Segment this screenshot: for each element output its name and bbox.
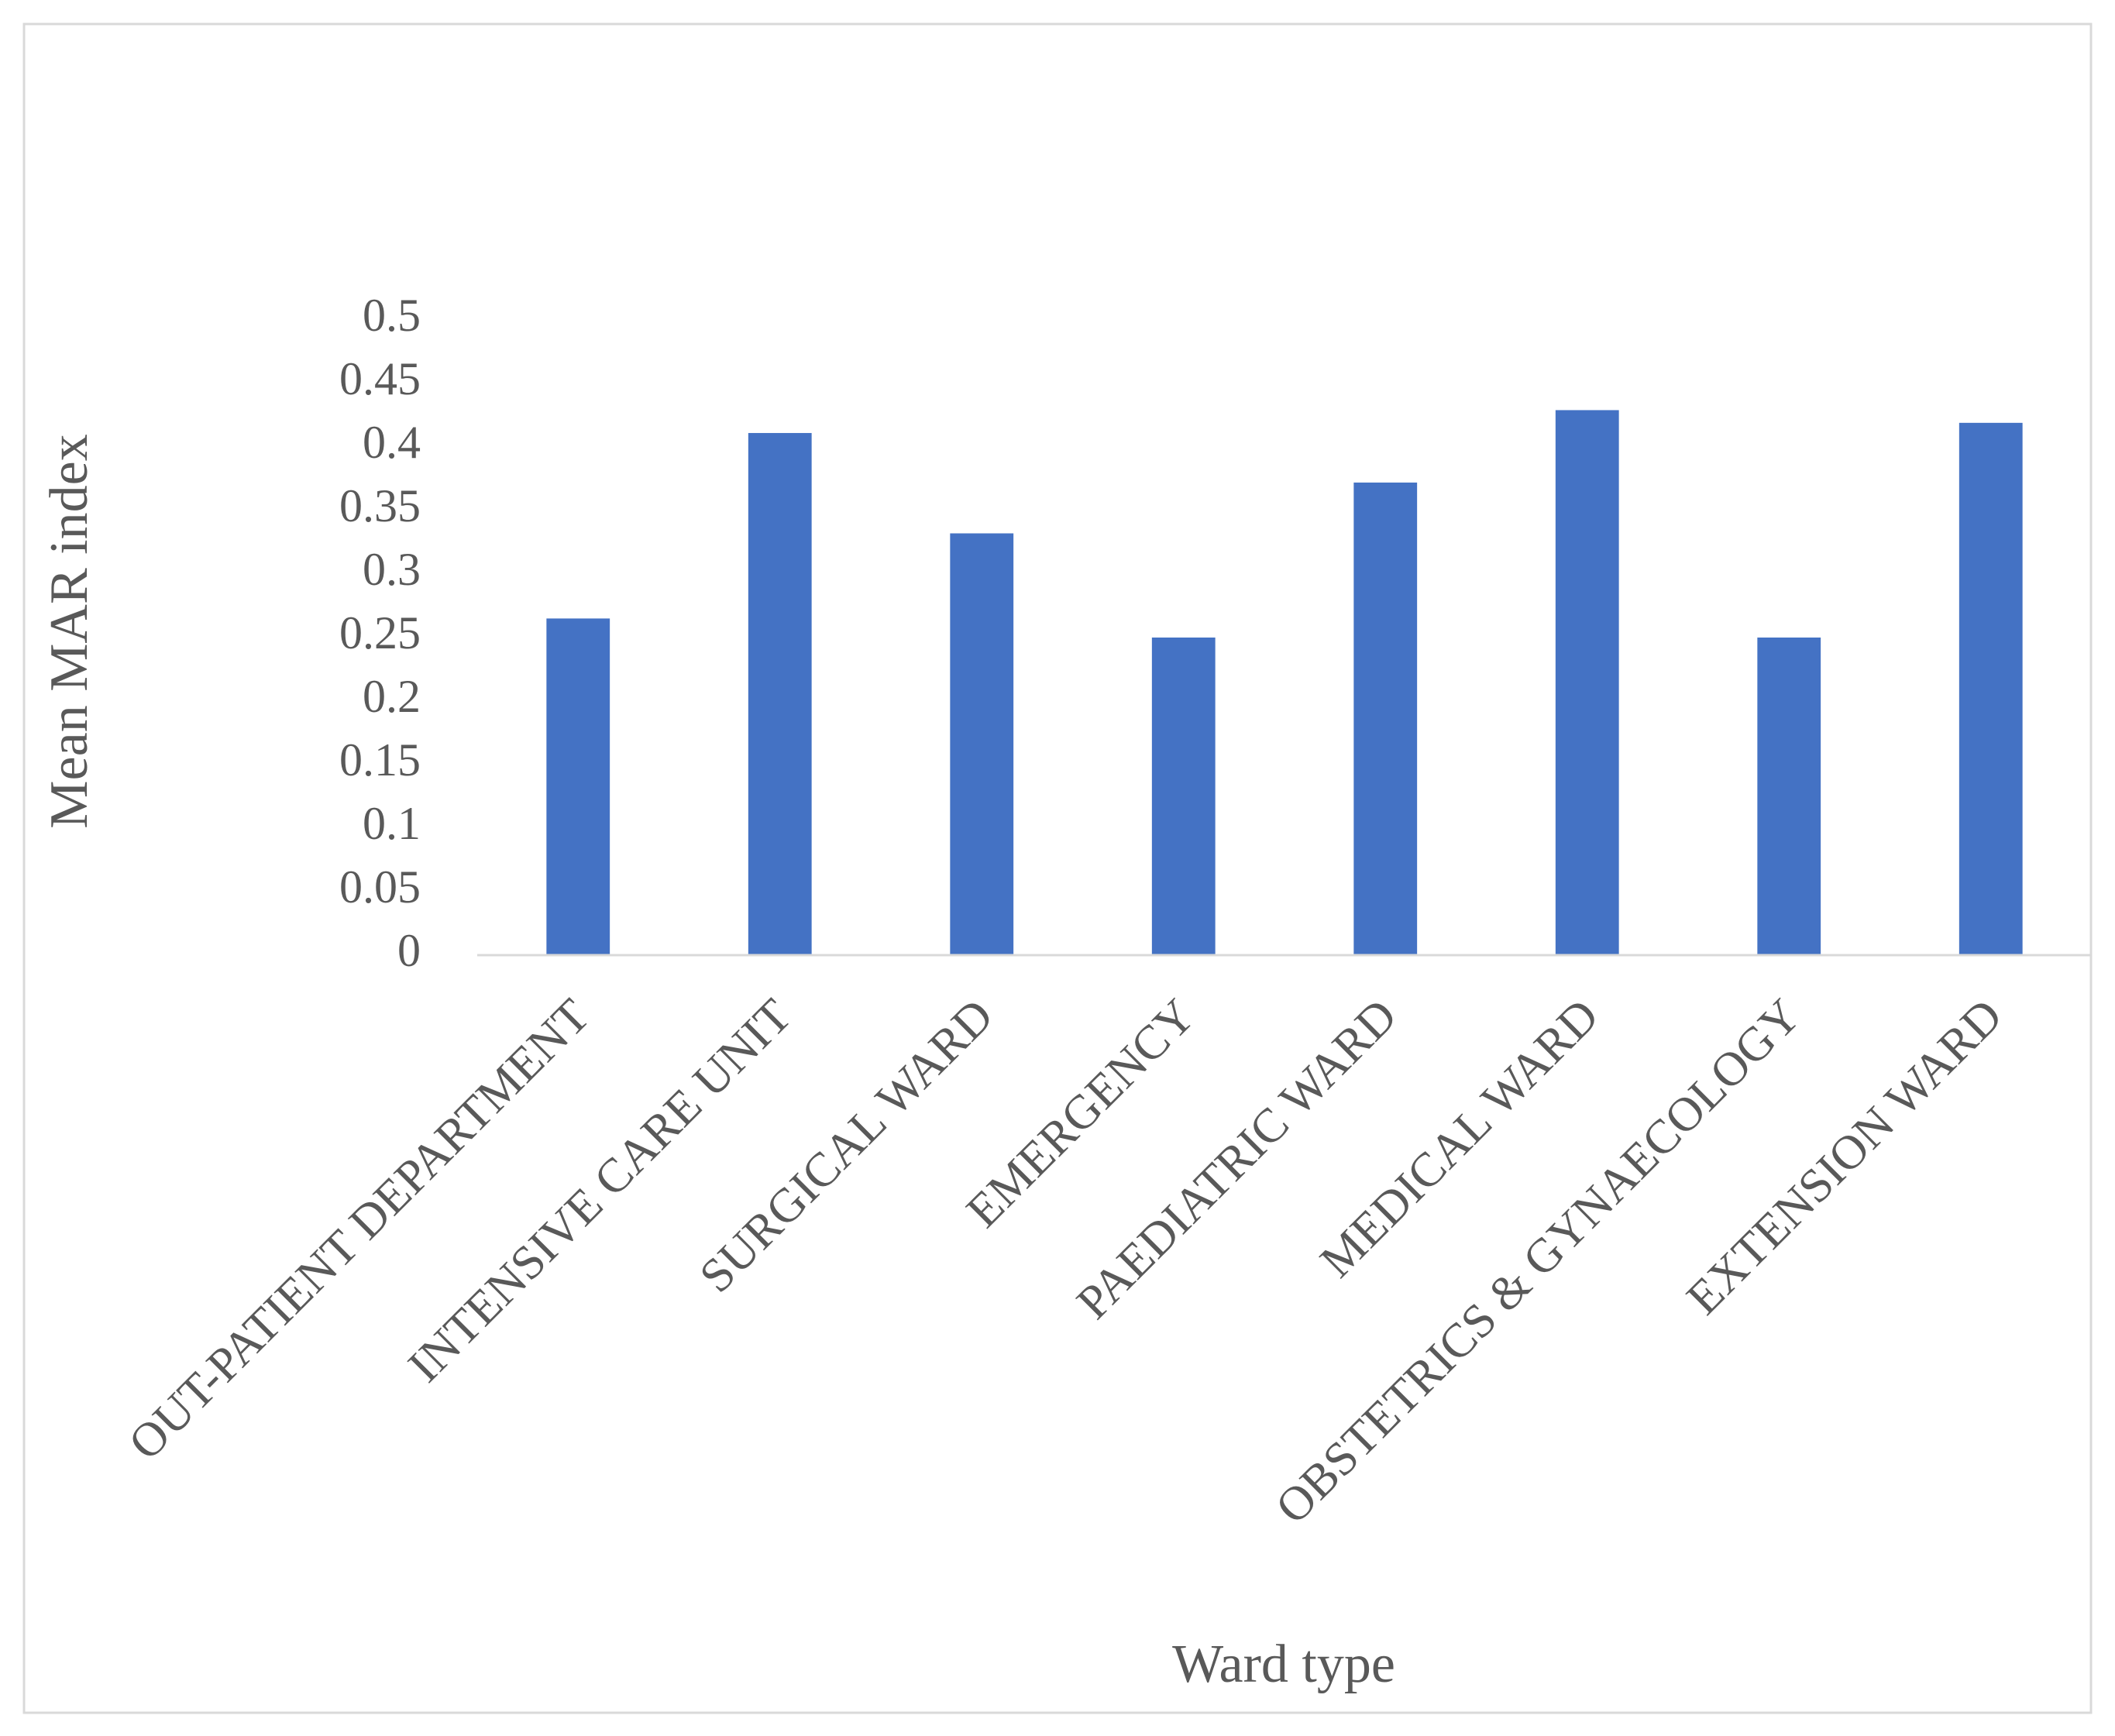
y-tick-label: 0.45: [339, 353, 421, 404]
y-tick-label: 0.25: [339, 607, 421, 658]
bar: [1151, 638, 1216, 955]
x-axis-title: Ward type: [1172, 1635, 1395, 1694]
y-tick-label: 0.15: [339, 734, 421, 785]
bar: [546, 618, 610, 955]
bar: [1555, 410, 1619, 955]
chart-border: [22, 22, 2093, 1714]
y-tick-label: 0.3: [363, 544, 421, 595]
y-tick-label: 0.2: [363, 671, 421, 722]
bar: [1757, 638, 1821, 955]
y-tick-label: 0.05: [339, 861, 421, 913]
bar: [1959, 422, 2023, 955]
y-axis-title: Mean MAR index: [40, 434, 99, 828]
bar: [950, 533, 1014, 955]
y-tick-label: 0.4: [363, 417, 421, 468]
y-tick-label: 0: [397, 925, 421, 976]
bar: [748, 432, 812, 955]
y-tick-label: 0.35: [339, 480, 421, 531]
y-tick-label: 0.1: [363, 798, 421, 849]
y-tick-label: 0.5: [363, 290, 421, 341]
bar: [1353, 482, 1418, 955]
